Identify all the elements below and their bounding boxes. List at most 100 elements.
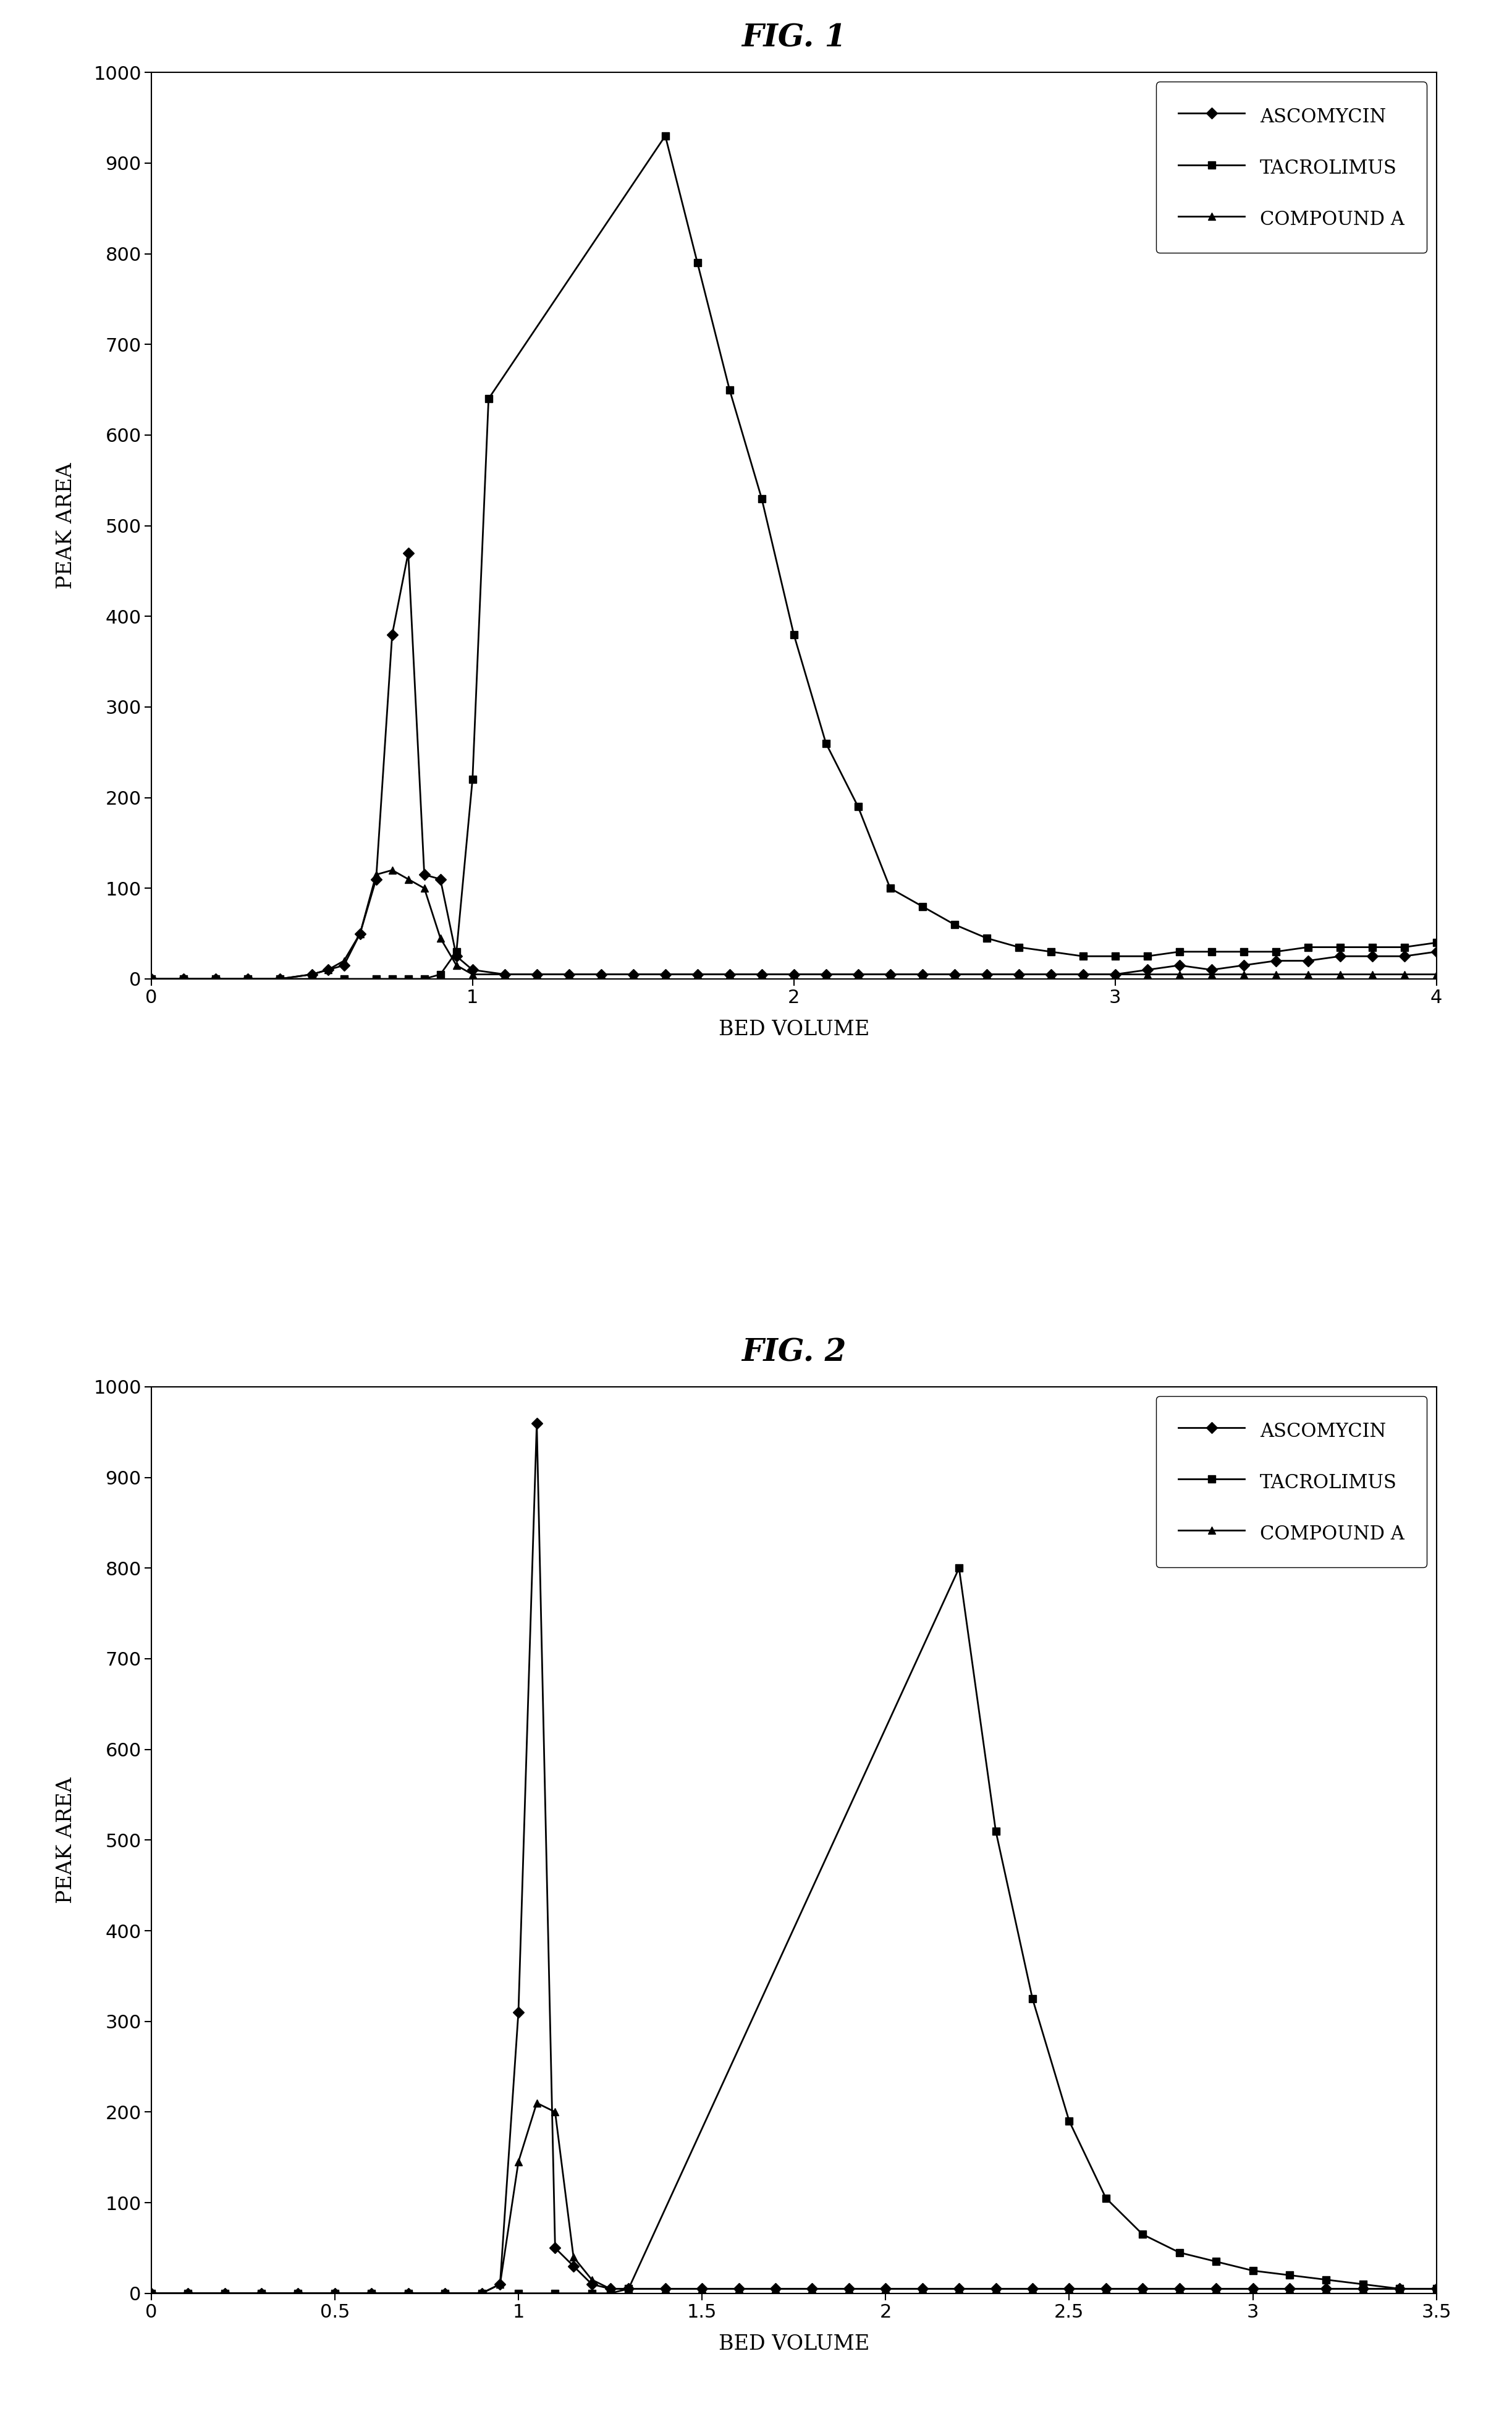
ASCOMYCIN — [435, 2279, 454, 2308]
COMPOUND A — [1244, 2274, 1263, 2303]
ASCOMYCIN — [253, 2279, 271, 2308]
COMPOUND A — [399, 864, 417, 893]
COMPOUND A — [803, 2274, 821, 2303]
COMPOUND A — [1024, 2274, 1042, 2303]
ASCOMYCIN — [978, 961, 996, 990]
COMPOUND A — [206, 966, 225, 995]
COMPOUND A — [1207, 2274, 1225, 2303]
ASCOMYCIN — [1281, 2274, 1299, 2303]
COMPOUND A — [1317, 2274, 1335, 2303]
COMPOUND A — [753, 961, 771, 990]
TACROLIMUS — [142, 2279, 160, 2308]
Title: FIG. 1: FIG. 1 — [741, 24, 847, 53]
TACROLIMUS — [602, 2279, 620, 2308]
COMPOUND A — [1427, 961, 1445, 990]
ASCOMYCIN — [564, 2252, 582, 2281]
COMPOUND A — [1299, 961, 1317, 990]
TACROLIMUS — [945, 910, 963, 939]
TACROLIMUS — [1170, 937, 1188, 966]
ASCOMYCIN — [399, 538, 417, 567]
ASCOMYCIN — [271, 966, 289, 995]
ASCOMYCIN — [1427, 937, 1445, 966]
TACROLIMUS — [289, 2279, 307, 2308]
Y-axis label: PEAK AREA: PEAK AREA — [56, 463, 76, 589]
ASCOMYCIN — [881, 961, 900, 990]
TACROLIMUS — [582, 2279, 600, 2308]
ASCOMYCIN — [656, 961, 674, 990]
COMPOUND A — [564, 2243, 582, 2272]
Line: TACROLIMUS: TACROLIMUS — [147, 1564, 1441, 2298]
ASCOMYCIN — [1024, 2274, 1042, 2303]
COMPOUND A — [528, 2088, 546, 2117]
COMPOUND A — [1042, 961, 1060, 990]
ASCOMYCIN — [767, 2274, 785, 2303]
ASCOMYCIN — [730, 2274, 748, 2303]
ASCOMYCIN — [692, 2274, 711, 2303]
ASCOMYCIN — [206, 966, 225, 995]
COMPOUND A — [1364, 961, 1382, 990]
Y-axis label: PEAK AREA: PEAK AREA — [56, 1777, 76, 1902]
COMPOUND A — [302, 961, 321, 990]
Line: ASCOMYCIN: ASCOMYCIN — [147, 548, 1441, 982]
COMPOUND A — [1107, 961, 1125, 990]
COMPOUND A — [399, 2279, 417, 2308]
COMPOUND A — [178, 2279, 197, 2308]
TACROLIMUS — [1331, 932, 1349, 961]
COMPOUND A — [216, 2279, 234, 2308]
ASCOMYCIN — [624, 961, 643, 990]
TACROLIMUS — [1202, 937, 1220, 966]
ASCOMYCIN — [688, 961, 706, 990]
COMPOUND A — [987, 2274, 1005, 2303]
COMPOUND A — [435, 2279, 454, 2308]
COMPOUND A — [367, 859, 386, 888]
Legend: ASCOMYCIN, TACROLIMUS, COMPOUND A: ASCOMYCIN, TACROLIMUS, COMPOUND A — [1157, 82, 1427, 253]
Line: ASCOMYCIN: ASCOMYCIN — [147, 1419, 1441, 2298]
ASCOMYCIN — [987, 2274, 1005, 2303]
ASCOMYCIN — [325, 2279, 343, 2308]
COMPOUND A — [546, 2098, 564, 2127]
TACROLIMUS — [1060, 2107, 1078, 2136]
ASCOMYCIN — [656, 2274, 674, 2303]
ASCOMYCIN — [816, 961, 835, 990]
COMPOUND A — [1060, 2274, 1078, 2303]
TACROLIMUS — [383, 966, 401, 995]
ASCOMYCIN — [1060, 2274, 1078, 2303]
COMPOUND A — [142, 2279, 160, 2308]
TACROLIMUS — [448, 937, 466, 966]
COMPOUND A — [1010, 961, 1028, 990]
TACROLIMUS — [1134, 2221, 1152, 2250]
TACROLIMUS — [1267, 937, 1285, 966]
COMPOUND A — [913, 2274, 931, 2303]
ASCOMYCIN — [528, 1410, 546, 1439]
ASCOMYCIN — [1170, 2274, 1188, 2303]
ASCOMYCIN — [753, 961, 771, 990]
TACROLIMUS — [1139, 941, 1157, 970]
ASCOMYCIN — [785, 961, 803, 990]
ASCOMYCIN — [546, 2233, 564, 2262]
TACROLIMUS — [816, 729, 835, 758]
ASCOMYCIN — [1353, 2274, 1371, 2303]
X-axis label: BED VOLUME: BED VOLUME — [718, 2334, 869, 2354]
COMPOUND A — [1391, 2274, 1409, 2303]
ASCOMYCIN — [289, 2279, 307, 2308]
TACROLIMUS — [978, 925, 996, 954]
Line: COMPOUND A: COMPOUND A — [147, 867, 1441, 982]
Line: TACROLIMUS: TACROLIMUS — [147, 133, 1441, 982]
ASCOMYCIN — [1317, 2274, 1335, 2303]
COMPOUND A — [319, 956, 337, 985]
COMPOUND A — [271, 966, 289, 995]
TACROLIMUS — [881, 874, 900, 903]
COMPOUND A — [239, 966, 257, 995]
TACROLIMUS — [431, 961, 449, 990]
TACROLIMUS — [987, 1815, 1005, 1844]
TACROLIMUS — [620, 2274, 638, 2303]
ASCOMYCIN — [1396, 941, 1414, 970]
COMPOUND A — [464, 961, 482, 990]
ASCOMYCIN — [1427, 2274, 1445, 2303]
ASCOMYCIN — [178, 2279, 197, 2308]
TACROLIMUS — [239, 966, 257, 995]
ASCOMYCIN — [1096, 2274, 1114, 2303]
COMPOUND A — [1096, 2274, 1114, 2303]
COMPOUND A — [174, 966, 192, 995]
ASCOMYCIN — [945, 961, 963, 990]
